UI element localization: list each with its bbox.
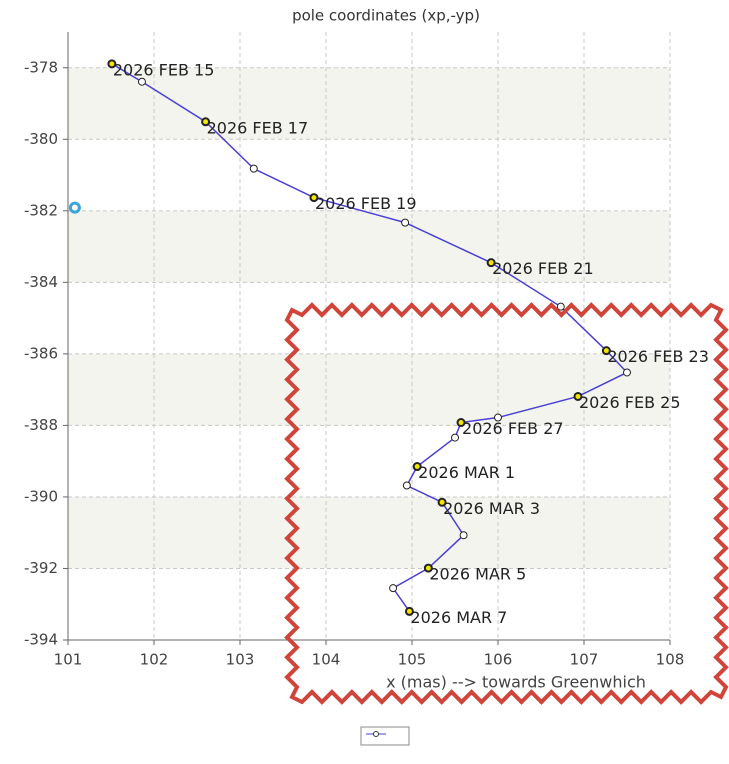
y-tick-label: -382 (24, 201, 58, 219)
point-marker (249, 164, 258, 173)
x-tick-label: 104 (312, 651, 341, 669)
point-marker (68, 201, 81, 214)
chart-title: pole coordinates (xp,-yp) (292, 7, 480, 25)
point-label: 2026 FEB 21 (492, 259, 594, 278)
point-marker (556, 302, 565, 311)
grid-band (68, 67, 670, 140)
point-marker (494, 413, 502, 422)
y-tick-label: -384 (24, 273, 58, 291)
y-tick-label: -392 (24, 559, 58, 577)
point-label: 2026 FEB 23 (607, 347, 709, 366)
point-label: 2026 MAR 7 (410, 608, 507, 627)
x-tick-label: 102 (140, 651, 169, 669)
point-marker (573, 391, 583, 401)
x-tick-label: 106 (484, 651, 513, 669)
point-label: 2026 MAR 5 (429, 565, 526, 584)
point-marker (437, 497, 447, 507)
y-tick-label: -390 (24, 487, 58, 505)
point-marker (412, 462, 422, 472)
point-label: 2026 FEB 27 (462, 419, 564, 438)
point-marker (309, 193, 319, 203)
point-marker (486, 258, 496, 268)
point-marker (451, 433, 459, 442)
y-tick-label: -394 (24, 631, 58, 649)
point-marker (459, 531, 468, 540)
x-axis-label: x (mas) --> towards Greenwhich (386, 673, 646, 692)
y-tick-label: -386 (24, 344, 58, 362)
point-marker (601, 346, 611, 356)
x-tick-label: 108 (656, 651, 685, 669)
point-marker (201, 117, 211, 127)
legend-box (360, 726, 410, 746)
point-label: 2026 FEB 25 (579, 393, 681, 412)
point-marker (137, 77, 146, 86)
x-tick-label: 107 (570, 651, 599, 669)
point-marker (423, 563, 433, 573)
point-marker (402, 481, 411, 490)
point-marker (623, 368, 631, 377)
point-label: 2026 MAR 3 (443, 499, 540, 518)
grid-band (68, 210, 670, 283)
highlight-frame (284, 302, 729, 705)
point-marker (456, 418, 466, 428)
point-label: 2026 FEB 17 (207, 118, 309, 137)
y-tick-label: -380 (24, 130, 58, 148)
point-label: 2026 MAR 1 (418, 463, 515, 482)
legend-marker (373, 731, 379, 737)
point-label: 2026 FEB 15 (113, 60, 215, 79)
x-tick-label: 101 (54, 651, 83, 669)
x-tick-label: 103 (226, 651, 255, 669)
point-marker (404, 606, 414, 616)
point-label: 2026 FEB 19 (315, 194, 417, 213)
y-tick-label: -388 (24, 416, 58, 434)
y-tick-label: -378 (24, 58, 58, 76)
x-tick-label: 105 (398, 651, 427, 669)
point-marker (107, 59, 117, 69)
grid-band (68, 353, 670, 426)
point-marker (401, 218, 410, 227)
grid-band (68, 496, 670, 569)
point-marker (389, 584, 398, 593)
legend (360, 726, 410, 746)
